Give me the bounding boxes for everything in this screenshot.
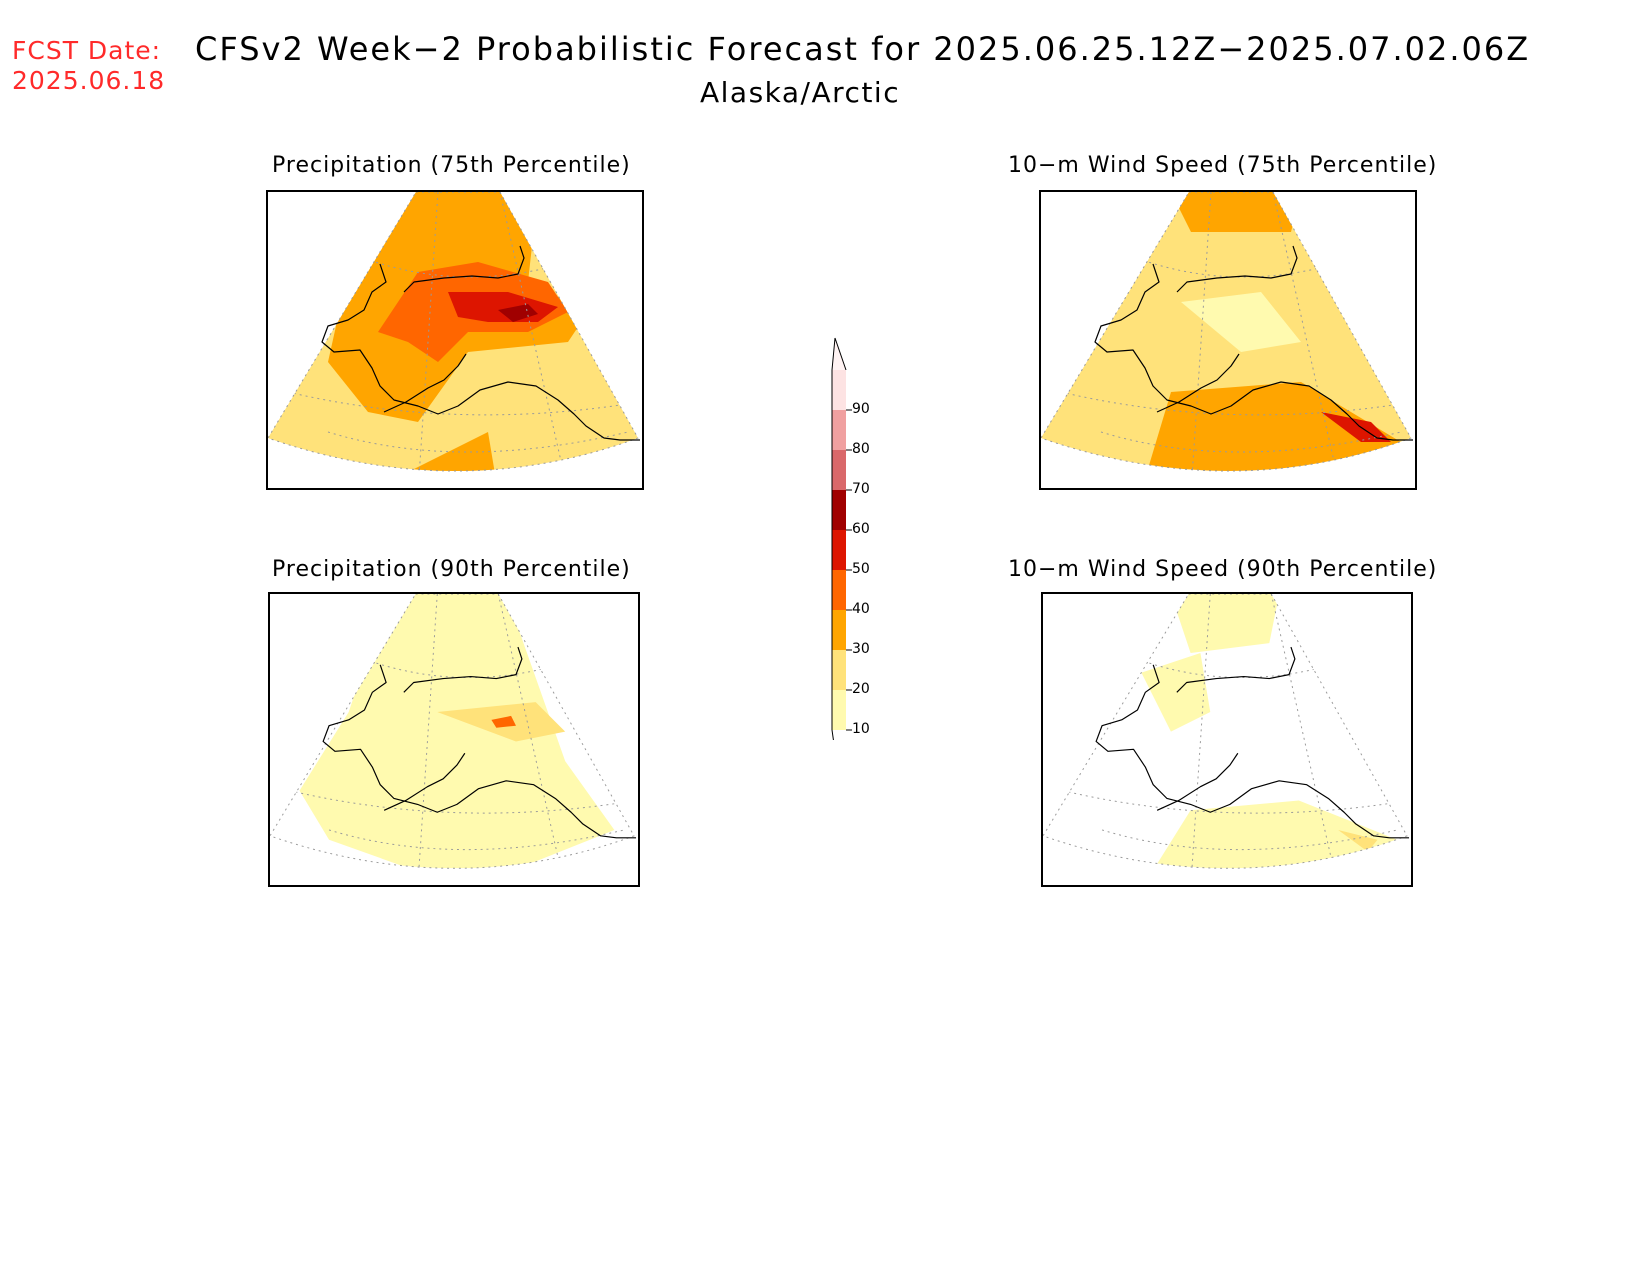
coastline bbox=[383, 752, 466, 811]
coastline bbox=[403, 646, 523, 693]
coastline bbox=[1094, 263, 1413, 441]
coastline bbox=[1156, 353, 1240, 413]
probability-region bbox=[1181, 292, 1301, 352]
colorbar-swatch-80 bbox=[832, 410, 846, 450]
forecast-date-block: FCST Date: 2025.06.18 bbox=[12, 36, 165, 96]
colorbar-label-90: 90 bbox=[852, 401, 870, 417]
graticule-line bbox=[1101, 829, 1398, 851]
colorbar-label-70: 70 bbox=[852, 481, 870, 497]
graticule-line bbox=[1100, 431, 1402, 453]
probability-region bbox=[1171, 192, 1301, 232]
probability-shading bbox=[268, 192, 638, 471]
probability-region bbox=[1321, 412, 1391, 442]
probability-map-wind-90 bbox=[1043, 594, 1410, 869]
coastline bbox=[1176, 245, 1298, 293]
graticule-line bbox=[417, 192, 439, 471]
graticule-line bbox=[287, 391, 638, 416]
colorbar-label-20: 20 bbox=[852, 681, 870, 697]
map-panel-wind-75 bbox=[1039, 190, 1417, 490]
colorbar-top-arrow bbox=[831, 337, 847, 371]
panel-title-precip-75: Precipitation (75th Percentile) bbox=[272, 153, 631, 178]
colorbar-label-10: 10 bbox=[852, 721, 870, 737]
coastline bbox=[403, 245, 525, 293]
graticule-line bbox=[1062, 790, 1408, 814]
probability-map-precip-75 bbox=[268, 192, 640, 472]
colorbar-swatch-30 bbox=[832, 610, 846, 650]
probability-shading bbox=[270, 594, 635, 869]
colorbar-swatch-50 bbox=[832, 530, 846, 570]
colorbar-label-60: 60 bbox=[852, 521, 870, 537]
graticule-line bbox=[289, 790, 635, 814]
forecast-date-value: 2025.06.18 bbox=[12, 66, 166, 95]
forecast-date-label: FCST Date: bbox=[12, 36, 162, 65]
colorbar-label-50: 50 bbox=[852, 561, 870, 577]
probability-map-wind-75 bbox=[1041, 192, 1413, 472]
probability-region bbox=[1170, 594, 1280, 653]
panel-title-precip-90: Precipitation (90th Percentile) bbox=[272, 557, 631, 582]
coastline bbox=[1156, 752, 1239, 811]
colorbar-label-40: 40 bbox=[852, 601, 870, 617]
colorbar-swatch-20 bbox=[832, 650, 846, 690]
panel-title-wind-90: 10−m Wind Speed (90th Percentile) bbox=[1008, 557, 1438, 582]
coastline bbox=[321, 263, 640, 441]
coastline bbox=[1176, 646, 1296, 693]
colorbar-label-30: 30 bbox=[852, 641, 870, 657]
graticule-line bbox=[417, 594, 438, 869]
colorbar-label-80: 80 bbox=[852, 441, 870, 457]
graticule-line bbox=[1190, 192, 1212, 471]
probability-region bbox=[491, 715, 516, 728]
graticule-line bbox=[1060, 391, 1411, 416]
probability-shading bbox=[1041, 192, 1411, 471]
colorbar-swatch-60 bbox=[832, 490, 846, 530]
coastline bbox=[1095, 664, 1410, 839]
colorbar-swatch-10 bbox=[832, 690, 846, 730]
coastline bbox=[383, 353, 467, 413]
main-title: CFSv2 Week−2 Probabilistic Forecast for … bbox=[195, 30, 1531, 68]
map-panel-precip-75 bbox=[266, 190, 644, 490]
probability-region bbox=[368, 432, 498, 471]
probability-region bbox=[1338, 829, 1378, 852]
probability-shading bbox=[1043, 594, 1408, 869]
colorbar-swatch-70 bbox=[832, 450, 846, 490]
probability-region bbox=[498, 304, 538, 322]
probability-map-precip-90 bbox=[270, 594, 637, 869]
map-panel-wind-90 bbox=[1041, 592, 1413, 887]
panel-title-wind-75: 10−m Wind Speed (75th Percentile) bbox=[1008, 153, 1438, 178]
coastline bbox=[322, 664, 637, 839]
colorbar-swatch-40 bbox=[832, 570, 846, 610]
map-panel-precip-90 bbox=[268, 592, 640, 887]
region-subtitle: Alaska/Arctic bbox=[700, 76, 901, 109]
probability-region bbox=[1141, 652, 1211, 732]
colorbar-swatch-90 bbox=[832, 370, 846, 410]
probability-region bbox=[299, 594, 615, 869]
graticule-line bbox=[328, 829, 625, 851]
graticule-line bbox=[1190, 594, 1211, 869]
graticule-line bbox=[327, 431, 629, 453]
